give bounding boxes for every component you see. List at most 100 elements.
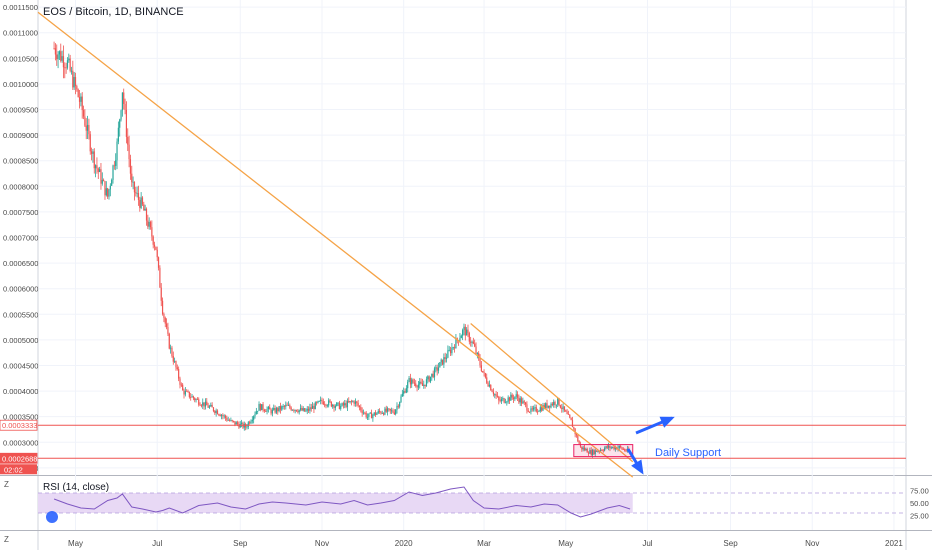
candle-body: [419, 381, 421, 385]
candle-body: [125, 110, 128, 137]
candle-body: [123, 92, 125, 104]
candle-body: [345, 403, 347, 408]
candle-body: [295, 409, 298, 412]
time-tick-label: Sep: [723, 539, 738, 548]
candle-body: [381, 413, 383, 414]
candle-body: [439, 362, 441, 368]
candle-body: [423, 384, 425, 386]
candle-body: [187, 391, 189, 392]
candle-body: [200, 405, 203, 407]
candle-body: [404, 391, 406, 393]
candle-body: [310, 407, 312, 409]
candle-body: [334, 405, 336, 408]
candle-body: [538, 411, 540, 412]
candle-body: [483, 372, 485, 374]
candle-body: [120, 110, 122, 120]
candle-body: [549, 405, 551, 408]
candle-body: [92, 151, 94, 154]
candle-body: [101, 179, 103, 184]
candle-body: [399, 402, 401, 407]
candle-body: [523, 401, 525, 403]
candle-body: [597, 451, 599, 452]
candle-body: [594, 450, 596, 455]
candle-body: [68, 58, 70, 61]
candle-body: [570, 417, 572, 421]
candle-body: [512, 397, 515, 400]
candle-body: [109, 185, 111, 190]
candle-body: [161, 300, 164, 314]
candle-body: [80, 96, 82, 102]
candle-body: [440, 359, 442, 363]
candle-body: [376, 413, 378, 415]
candle-body: [246, 426, 248, 428]
candle-body: [277, 408, 279, 412]
candle-body: [291, 409, 294, 411]
candle-body: [539, 407, 541, 412]
candle-body: [179, 378, 181, 385]
time-tick-label: Nov: [805, 539, 819, 548]
resistance-price-label-box: [0, 419, 38, 431]
candle-body: [322, 401, 324, 405]
candle-body: [190, 397, 192, 398]
rsi-tick-label: 25.00: [910, 512, 929, 521]
candle-body: [441, 359, 444, 365]
candle-body: [356, 401, 358, 404]
candle-body: [149, 222, 152, 228]
candle-body: [364, 412, 366, 414]
price-tick-label: 0.0006000: [3, 285, 38, 294]
candle-body: [302, 408, 304, 411]
candle-body: [490, 384, 492, 391]
candle-body: [129, 159, 132, 174]
candle-body: [545, 403, 547, 409]
candle-body: [453, 347, 456, 349]
price-tick-label: 0.0005000: [3, 336, 38, 345]
candle-body: [236, 422, 239, 425]
candle-body: [577, 435, 579, 442]
candle-body: [498, 396, 500, 401]
candle-body: [218, 414, 220, 416]
price-tick-label: 0.0003500: [3, 413, 38, 422]
candle-body: [534, 407, 536, 409]
candle-body: [283, 406, 286, 407]
candle-body: [97, 168, 99, 172]
candle-body: [541, 407, 543, 411]
candle-body: [542, 405, 544, 411]
candle-body: [100, 169, 102, 184]
candle-body: [192, 396, 194, 399]
candle-body: [224, 415, 227, 418]
candle-body: [336, 402, 338, 406]
candle-body: [565, 410, 567, 412]
candle-body: [400, 396, 402, 403]
candle-body: [250, 421, 252, 424]
time-tick-label: May: [68, 539, 83, 548]
candle-body: [64, 67, 66, 69]
chart-title: EOS / Bitcoin, 1D, BINANCE: [43, 6, 184, 18]
candle-body: [573, 427, 575, 429]
candle-body: [247, 422, 249, 427]
candle-body: [590, 450, 592, 455]
candle-body: [478, 353, 480, 359]
candle-body: [447, 350, 449, 358]
candle-body: [253, 416, 255, 420]
candle-body: [303, 408, 306, 412]
candle-body: [81, 96, 83, 111]
candle-body: [133, 181, 136, 193]
candle-body: [533, 407, 535, 410]
candle-body: [294, 409, 296, 411]
candle-body: [77, 89, 79, 98]
candle-body: [420, 381, 422, 384]
candle-body: [199, 404, 201, 406]
rsi-tick-label: 50.00: [910, 499, 929, 508]
candle-body: [324, 404, 326, 406]
candle-body: [452, 347, 454, 349]
candle-body: [606, 446, 608, 448]
candle-body: [163, 313, 165, 318]
candle-body: [230, 420, 232, 421]
candle-body: [198, 399, 200, 405]
candle-body: [262, 404, 264, 410]
candle-body: [575, 434, 578, 436]
candle-body: [388, 408, 390, 410]
candle-body: [298, 409, 300, 413]
candle-body: [567, 413, 570, 415]
candle-body: [551, 403, 553, 406]
